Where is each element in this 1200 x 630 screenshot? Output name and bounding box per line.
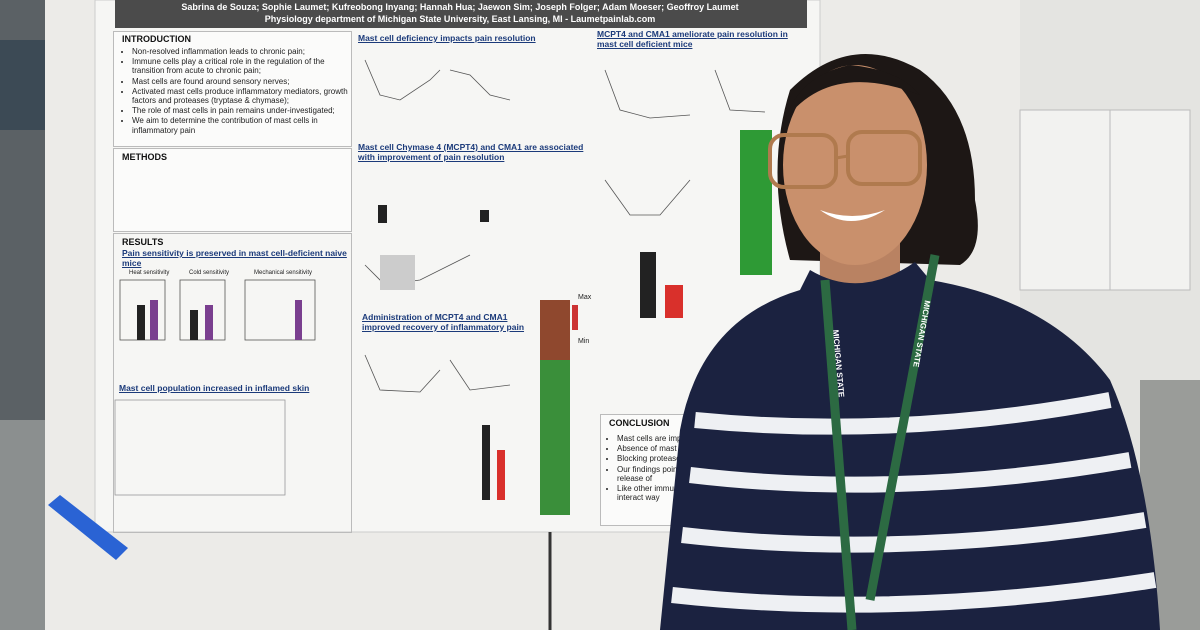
heatmap-label: Max [578, 294, 592, 301]
chart-label: Mechanical sensitivity [254, 270, 313, 276]
bullet: Mast cells are important for [617, 434, 787, 443]
bullet: Non-resolved inflammation leads to chron… [132, 47, 357, 56]
intro-list: Non-resolved inflammation leads to chron… [122, 47, 357, 136]
chart-label: Heat sensitivity [129, 270, 170, 276]
section-title: Mast cell deficiency impacts pain resolu… [358, 33, 536, 43]
intro-panel: INTRODUCTION Non-resolved inflammation l… [113, 31, 352, 147]
bullet: Blocking proteases impaire [617, 454, 787, 463]
section-title: MCPT4 and CMA1 ameliorate pain resolutio… [597, 29, 788, 49]
methods-panel: METHODS [113, 148, 352, 232]
bullet: Absence of mast cells leads [617, 444, 787, 453]
section-title: RESULTS [122, 237, 164, 247]
section-title: METHODS [122, 152, 167, 162]
subtitle: Pain sensitivity is preserved in mast ce… [122, 248, 347, 268]
heatmap-label: Min [578, 338, 590, 345]
bullet: Mast cells are found around sensory nerv… [132, 77, 357, 86]
subtitle: Mast cell population increased in inflam… [119, 383, 310, 393]
bullet: Immune cells play a critical role in the… [132, 57, 357, 75]
section-title: INTRODUCTION [122, 34, 191, 44]
authors: Sabrina de Souza; Sophie Laumet; Kufreob… [181, 2, 739, 12]
bullet: The role of mast cells in pain remains u… [132, 106, 357, 115]
results-panel: RESULTS Pain sensitivity is preserved in… [113, 233, 352, 533]
chart-label: Cold sensitivity [189, 270, 230, 276]
section-title: Mast cell Chymase 4 (MCPT4) and CMA1 are… [358, 142, 584, 162]
section-title: CONCLUSION [609, 418, 670, 428]
affiliation: Physiology department of Michigan State … [264, 14, 656, 24]
bullet: Activated mast cells produce inflammator… [132, 87, 357, 105]
section-title: Administration of MCPT4 and CMA1 improve… [362, 312, 525, 332]
bullet: We aim to determine the contribution of … [132, 116, 357, 134]
